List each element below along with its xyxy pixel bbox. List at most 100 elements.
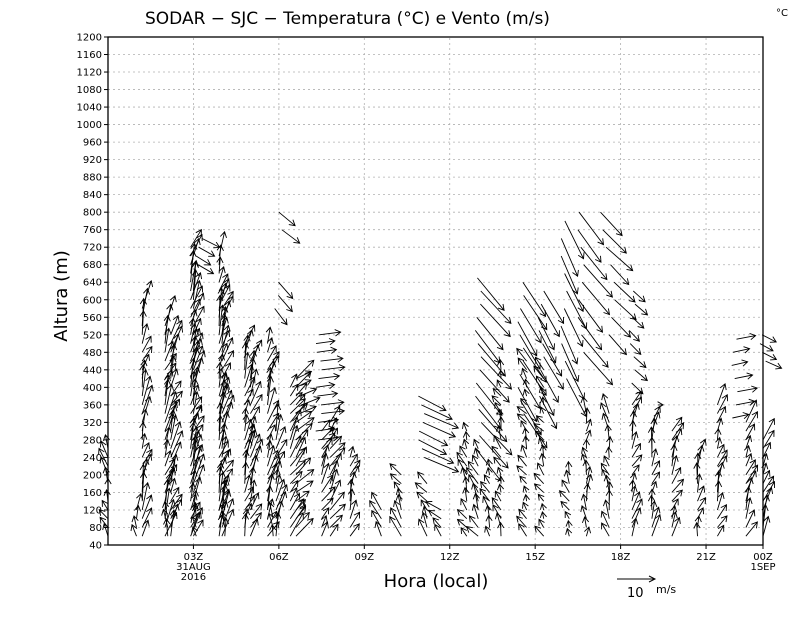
wind-vector	[250, 503, 263, 519]
wind-vector	[745, 411, 758, 432]
wind-vector	[631, 454, 643, 467]
wind-vector	[317, 416, 340, 424]
wind-vector	[716, 382, 727, 406]
wind-vector	[141, 279, 154, 309]
wind-vector	[577, 229, 602, 263]
wind-vector	[717, 503, 727, 519]
wind-vector	[462, 421, 469, 432]
wind-vector	[716, 417, 724, 432]
y-tick-label: 640	[83, 278, 102, 289]
wind-vector	[480, 422, 513, 456]
wind-vector	[434, 523, 442, 537]
wind-vector	[671, 466, 682, 484]
wind-vector	[218, 503, 226, 519]
wind-vector	[295, 505, 307, 519]
wind-vector	[141, 507, 153, 528]
wind-vector	[389, 515, 402, 537]
y-tick-label: 120	[83, 505, 102, 516]
wind-vector	[275, 425, 287, 449]
wind-vector	[267, 449, 280, 476]
wind-vector	[318, 372, 341, 381]
wind-vector	[371, 509, 382, 528]
wind-vector	[582, 438, 590, 449]
wind-vector	[581, 334, 609, 368]
wind-vector	[101, 499, 109, 511]
wind-vector	[216, 256, 224, 274]
x-tick-sublabel: 2016	[181, 572, 206, 583]
x-tick-label: 21Z	[696, 552, 716, 563]
wind-vector	[219, 510, 227, 528]
y-tick-label: 680	[83, 260, 102, 271]
x-tick-label: 15Z	[525, 552, 545, 563]
wind-vector	[517, 357, 527, 371]
wind-vector	[460, 498, 468, 511]
wind-vector	[765, 360, 783, 370]
wind-vector	[634, 303, 649, 316]
wind-vector	[317, 434, 340, 442]
wind-vector	[714, 480, 723, 502]
wind-vector	[585, 465, 593, 484]
wind-vector	[716, 455, 728, 476]
wind-vector	[614, 299, 637, 321]
y-tick-label: 1040	[77, 103, 102, 114]
wind-vector	[218, 273, 229, 292]
wind-vector	[221, 389, 233, 414]
y-tick-label: 600	[83, 295, 102, 306]
wind-vector	[580, 504, 588, 519]
wind-vector	[317, 390, 339, 398]
wind-vector	[538, 330, 557, 364]
wind-vector	[523, 413, 548, 449]
wind-vector	[651, 460, 661, 476]
x-tick-sublabel: 31AUG	[176, 562, 211, 573]
x-tick-label: 09Z	[355, 552, 375, 563]
wind-vector	[141, 345, 153, 362]
wind-vector	[265, 440, 274, 458]
wind-vector	[141, 481, 151, 511]
wind-vector	[471, 503, 479, 519]
wind-vector	[578, 299, 604, 333]
wind-vector	[218, 230, 227, 257]
wind-vector	[349, 523, 360, 537]
wind-vector	[267, 345, 277, 362]
wind-vector	[329, 447, 346, 467]
wind-vector	[631, 464, 640, 476]
wind-vector	[457, 458, 468, 476]
wind-vector	[190, 405, 203, 423]
wind-vector	[745, 423, 756, 441]
wind-vector	[170, 430, 184, 458]
wind-vector	[671, 478, 685, 493]
wind-vector	[321, 452, 329, 475]
y-tick-label: 1080	[77, 85, 102, 96]
wind-vector	[164, 449, 173, 467]
wind-vector	[249, 380, 262, 406]
wind-vector	[218, 278, 230, 300]
wind-vector	[522, 378, 530, 388]
wind-vector	[601, 522, 610, 537]
wind-vector	[745, 452, 753, 467]
wind-vector	[522, 493, 530, 502]
wind-vector	[560, 325, 579, 365]
wind-vector	[321, 407, 346, 416]
wind-vector	[539, 511, 547, 519]
wind-vector	[99, 516, 109, 528]
wind-vector	[295, 499, 306, 511]
wind-vector	[296, 370, 313, 380]
wind-vector	[170, 390, 183, 406]
wind-vector	[629, 472, 637, 484]
wind-vector	[191, 504, 200, 519]
wind-vector	[192, 292, 205, 318]
wind-vector	[267, 399, 280, 423]
wind-vector	[671, 489, 683, 502]
wind-vector	[170, 398, 180, 414]
wind-vector	[249, 445, 263, 476]
wind-vector	[647, 426, 656, 449]
x-axis-title: Hora (local)	[384, 571, 489, 592]
wind-vector	[389, 463, 402, 476]
wind-vector	[634, 369, 648, 382]
wind-vector	[250, 339, 263, 362]
wind-vector	[193, 305, 205, 327]
wind-vector	[329, 405, 341, 423]
wind-vector	[349, 499, 358, 519]
